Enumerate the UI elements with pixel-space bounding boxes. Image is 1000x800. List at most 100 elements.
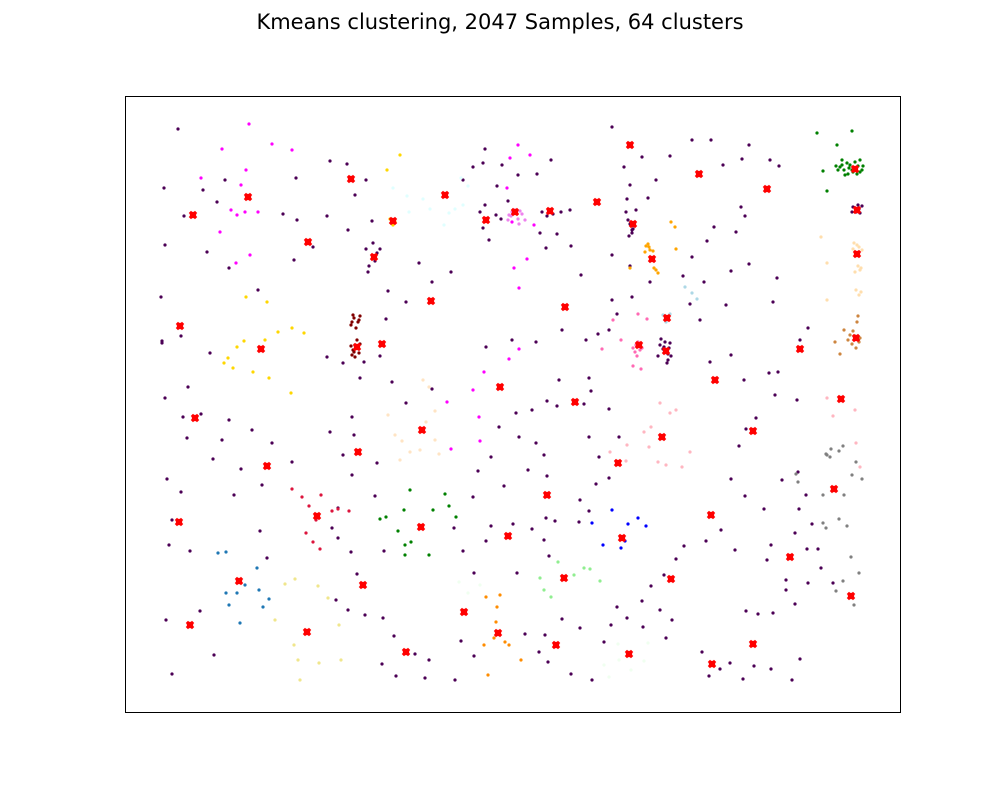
data-point-purple: [776, 370, 780, 374]
data-point-pink: [853, 408, 857, 412]
data-point-green: [821, 169, 825, 173]
data-point-purple: [515, 571, 519, 575]
data-point-purple: [163, 396, 167, 400]
data-point-purple: [384, 317, 388, 321]
data-point-purple: [258, 529, 262, 533]
data-point-purple: [484, 345, 488, 349]
data-point-purple: [659, 337, 663, 341]
data-point-purple: [487, 238, 491, 242]
data-point-pink: [642, 430, 646, 434]
data-point-purple: [163, 243, 167, 247]
data-point-purple: [729, 353, 733, 357]
data-point-darkorange: [492, 636, 496, 640]
data-point-purple: [292, 258, 296, 262]
data-point-bisque: [418, 448, 422, 452]
data-point-purple: [186, 385, 190, 389]
data-point-purple: [767, 371, 771, 375]
data-point-lightcyan: [442, 223, 446, 227]
centroid-marker: [312, 511, 322, 521]
centroid-marker: [706, 510, 716, 520]
data-point-green: [402, 508, 406, 512]
data-point-wheat: [851, 247, 855, 251]
data-point-maroon: [349, 344, 353, 348]
data-point-gold: [290, 326, 294, 330]
data-point-purple: [167, 543, 171, 547]
data-point-lightcyan: [461, 203, 465, 207]
data-point-purple: [806, 326, 810, 330]
data-point-magenta: [445, 400, 449, 404]
data-point-magenta: [525, 257, 529, 261]
data-point-green: [403, 553, 407, 557]
centroid-marker: [795, 344, 805, 354]
data-point-purple: [478, 210, 482, 214]
data-point-gold: [265, 300, 269, 304]
centroid-marker: [185, 620, 195, 630]
data-point-lightcyan: [391, 186, 395, 190]
data-point-purple: [756, 612, 760, 616]
data-point-darkorange: [486, 673, 490, 677]
data-point-purple: [208, 351, 212, 355]
data-point-purple: [370, 219, 374, 223]
data-point-gold: [242, 339, 246, 343]
data-point-lightcyan: [447, 211, 451, 215]
data-point-steelblue: [238, 621, 242, 625]
data-point-purple: [634, 208, 638, 212]
data-point-purple: [589, 389, 593, 393]
data-point-peru: [858, 336, 862, 340]
data-point-purple: [162, 186, 166, 190]
data-point-hotpink: [611, 318, 615, 322]
data-point-purple: [804, 493, 808, 497]
data-point-purple: [355, 572, 359, 576]
data-point-purple: [743, 494, 747, 498]
data-point-purple: [712, 225, 716, 229]
data-point-purple: [546, 660, 550, 664]
data-point-green: [842, 168, 846, 172]
data-point-purple: [481, 161, 485, 165]
data-point-purple: [708, 360, 712, 364]
data-point-pink: [831, 414, 835, 418]
data-point-purple: [806, 581, 810, 585]
data-point-violet: [516, 217, 520, 221]
data-point-gray: [821, 493, 825, 497]
data-point-purple: [609, 623, 613, 627]
data-point-purple: [662, 573, 666, 577]
data-point-green: [843, 173, 847, 177]
data-point-magenta: [512, 266, 516, 270]
data-point-hotpink: [600, 347, 604, 351]
data-point-gray: [834, 589, 838, 593]
data-point-purple: [390, 380, 394, 384]
data-point-gold: [385, 168, 389, 172]
data-point-purple: [681, 274, 685, 278]
data-point-purple: [769, 543, 773, 547]
data-point-magenta: [528, 153, 532, 157]
data-point-magenta: [508, 156, 512, 160]
data-point-purple: [346, 228, 350, 232]
data-point-peru: [848, 333, 852, 337]
data-point-purple: [535, 172, 539, 176]
data-point-purple: [656, 354, 660, 358]
centroid-marker: [707, 659, 717, 669]
data-point-magenta: [235, 213, 239, 217]
data-point-purple: [270, 441, 274, 445]
data-point-pink: [608, 450, 612, 454]
data-point-purple: [350, 473, 354, 477]
data-point-purple: [640, 155, 644, 159]
centroid-marker: [493, 628, 503, 638]
data-point-maroon: [354, 326, 358, 330]
chart-title: Kmeans clustering, 2047 Samples, 64 clus…: [256, 10, 744, 34]
centroid-marker: [377, 339, 387, 349]
data-point-purple: [668, 341, 672, 345]
data-point-khaki: [296, 658, 300, 662]
data-point-crimson: [319, 493, 323, 497]
data-point-purple: [373, 494, 377, 498]
data-point-purple: [704, 539, 708, 543]
data-point-wheat: [857, 293, 861, 297]
data-point-peru: [855, 320, 859, 324]
data-point-purple: [630, 295, 634, 299]
data-point-wheat: [852, 241, 856, 245]
data-point-purple: [199, 412, 203, 416]
data-point-purple: [690, 138, 694, 142]
centroids-layer: [174, 140, 862, 669]
data-point-maroon: [351, 313, 355, 317]
